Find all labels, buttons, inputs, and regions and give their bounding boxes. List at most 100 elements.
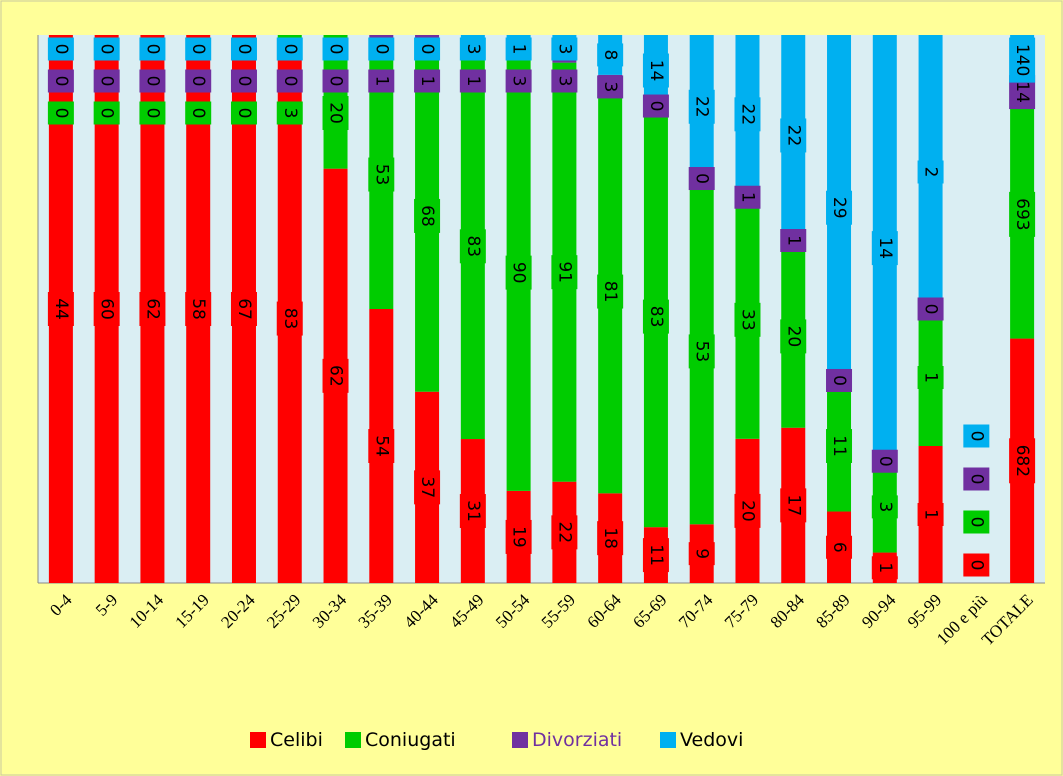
- data-label-box: [551, 515, 578, 550]
- data-label-box: [871, 449, 898, 473]
- data-label: 11: [642, 538, 669, 573]
- data-label-box: [368, 37, 395, 61]
- data-label: 58: [185, 292, 212, 326]
- data-label: 0: [276, 37, 303, 61]
- data-label-text: 0: [417, 44, 437, 55]
- data-label: 3: [871, 495, 898, 519]
- data-label: 22: [780, 118, 807, 153]
- data-label-text: 22: [737, 103, 757, 125]
- data-label-text: 22: [692, 96, 712, 118]
- data-label-text: 33: [737, 309, 757, 331]
- data-label-text: 0: [326, 44, 346, 55]
- data-label-text: 1: [371, 76, 391, 87]
- data-label-box: [642, 299, 669, 334]
- data-label: 3: [276, 101, 303, 125]
- data-label-text: 0: [97, 76, 117, 87]
- data-label-text: 17: [783, 495, 803, 517]
- data-label-text: 1: [921, 372, 941, 383]
- data-label-box: [322, 358, 349, 393]
- data-label-text: 682: [1012, 445, 1032, 477]
- data-label: 81: [597, 274, 624, 309]
- data-label-text: 0: [371, 44, 391, 55]
- data-label-text: 68: [417, 205, 437, 227]
- data-label: 1: [871, 556, 898, 580]
- data-label-text: 0: [97, 44, 117, 55]
- data-label-box: [597, 521, 624, 556]
- data-label-text: 0: [966, 560, 986, 571]
- data-label-text: 3: [509, 76, 529, 87]
- data-label-box: [734, 302, 761, 337]
- data-label: 1: [917, 503, 944, 526]
- data-label-box: [230, 101, 257, 125]
- data-label-box: [93, 292, 120, 326]
- data-label: 0: [230, 69, 257, 93]
- data-label-box: [93, 101, 120, 125]
- legend-label: Celibi: [270, 729, 323, 751]
- legend-swatch: [345, 732, 361, 748]
- data-label-text: 6: [829, 542, 849, 553]
- data-label-text: 0: [142, 76, 162, 87]
- data-label: 0: [963, 553, 990, 577]
- data-label-box: [185, 292, 212, 326]
- data-label-box: [459, 494, 486, 529]
- data-label-text: 83: [646, 306, 666, 328]
- data-label-text: 0: [829, 375, 849, 386]
- data-label-text: 693: [1012, 198, 1032, 230]
- data-label: 0: [93, 101, 120, 125]
- data-label: 0: [47, 101, 74, 125]
- data-label-box: [47, 101, 74, 125]
- data-label-text: 1: [737, 192, 757, 203]
- data-label-box: [505, 69, 532, 93]
- data-label-box: [734, 97, 761, 132]
- data-label-text: 20: [737, 500, 757, 522]
- data-label: 0: [322, 69, 349, 93]
- data-label: 0: [871, 449, 898, 473]
- data-label-text: 1: [509, 44, 529, 55]
- data-label-box: [642, 538, 669, 573]
- data-label: 1: [780, 229, 807, 252]
- data-label: 0: [963, 510, 990, 534]
- data-label: 3: [551, 69, 578, 93]
- data-label: 0: [185, 101, 212, 125]
- data-label-box: [322, 37, 349, 61]
- data-label: 29: [826, 190, 853, 225]
- data-label-box: [185, 101, 212, 125]
- data-label: 67: [230, 292, 257, 326]
- data-label-text: 3: [554, 44, 574, 55]
- data-label-text: 0: [646, 101, 666, 112]
- data-label-text: 58: [188, 298, 208, 320]
- data-label: 53: [368, 157, 395, 192]
- data-label: 0: [276, 69, 303, 93]
- data-label: 68: [414, 198, 441, 233]
- data-label-text: 0: [966, 431, 986, 442]
- data-label: 11: [826, 429, 853, 463]
- data-label-box: [276, 301, 303, 336]
- data-label: 1: [414, 69, 441, 93]
- data-label-box: [185, 69, 212, 93]
- data-label-box: [505, 519, 532, 554]
- data-label: 83: [459, 229, 486, 264]
- data-label-text: 0: [188, 108, 208, 119]
- data-label-text: 0: [966, 517, 986, 528]
- data-label-text: 67: [234, 298, 254, 320]
- data-label: 3: [505, 69, 532, 93]
- data-label: 0: [368, 37, 395, 61]
- data-label-text: 0: [142, 108, 162, 119]
- data-label: 54: [368, 429, 395, 463]
- data-label-text: 81: [600, 281, 620, 303]
- data-label: 14: [871, 231, 898, 266]
- data-label: 33: [734, 302, 761, 337]
- data-label-text: 0: [234, 76, 254, 87]
- data-label-text: 2: [921, 167, 941, 178]
- data-label-text: 1: [417, 76, 437, 87]
- data-label: 2: [917, 160, 944, 184]
- data-label: 91: [551, 255, 578, 290]
- data-label-text: 0: [188, 76, 208, 87]
- data-label-text: 0: [142, 44, 162, 55]
- data-label: 693: [1009, 191, 1036, 237]
- data-label-box: [826, 190, 853, 225]
- data-label-box: [551, 37, 578, 61]
- data-label-box: [963, 510, 990, 534]
- data-label-text: 14: [875, 237, 895, 259]
- data-label-text: 37: [417, 477, 437, 499]
